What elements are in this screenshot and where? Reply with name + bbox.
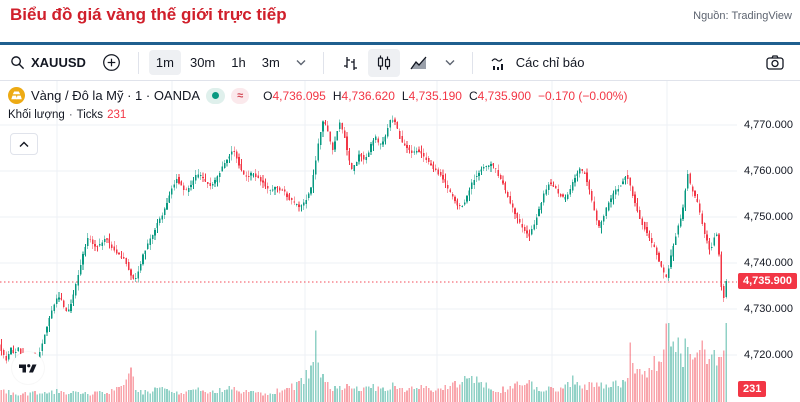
price-chart[interactable] xyxy=(0,81,737,402)
high-value: 4,736.620 xyxy=(341,88,395,103)
symbol-label: XAUUSD xyxy=(31,55,86,70)
interval-button-30m[interactable]: 30m xyxy=(183,50,222,75)
search-icon xyxy=(11,56,25,70)
price-tick-label: 4,750.000 xyxy=(744,211,793,223)
gold-coin-icon xyxy=(8,87,25,104)
open-value: 4,736.095 xyxy=(272,88,326,103)
toolbar-divider xyxy=(471,51,473,74)
price-tick-label: 4,760.000 xyxy=(744,165,793,177)
toolbar-divider xyxy=(137,51,139,74)
interval-button-1h[interactable]: 1h xyxy=(224,50,252,75)
close-value: 4,735.900 xyxy=(477,88,532,103)
change-value: −0.170 (−0.00%) xyxy=(538,88,628,103)
interval-button-3m[interactable]: 3m xyxy=(255,50,287,75)
screenshot-button[interactable] xyxy=(758,49,792,77)
ohlc-values: O4,736.095 H4,736.620 L4,735.190 C4,735.… xyxy=(263,88,628,103)
candles-style-button[interactable] xyxy=(367,48,400,77)
price-tick-label: 4,740.000 xyxy=(744,257,793,269)
market-status-pill[interactable] xyxy=(206,87,226,104)
interval-dropdown-button[interactable] xyxy=(289,54,313,71)
indicators-icon xyxy=(491,57,503,70)
last-price-badge: 4,735.900 xyxy=(738,273,797,290)
chevron-down-icon xyxy=(296,60,306,66)
pane-collapse-button[interactable] xyxy=(10,133,38,155)
source-attribution: Nguồn: TradingView xyxy=(693,10,792,22)
volume-value: 231 xyxy=(107,109,127,121)
tick-volume-badge: 231 xyxy=(738,381,767,397)
page-header: Biểu đồ giá vàng thế giới trực tiếp Nguồ… xyxy=(0,0,800,42)
legend-symbol-title[interactable]: Vàng / Đô la Mỹ · 1 · OANDA xyxy=(31,88,201,103)
camera-icon xyxy=(766,54,784,70)
price-tick-label: 4,770.000 xyxy=(744,119,793,131)
indicators-label: Các chỉ báo xyxy=(515,55,585,70)
symbol-search-button[interactable]: XAUUSD xyxy=(8,50,93,75)
chevron-up-icon xyxy=(19,141,29,147)
price-axis[interactable]: 4,735.900 231 4,770.000 4,760.000 4,750.00… xyxy=(737,81,800,402)
area-style-button[interactable] xyxy=(402,49,436,77)
chart-toolbar: XAUUSD 1m 30m 1h 3m xyxy=(0,45,800,81)
market-open-dot-icon xyxy=(212,92,220,99)
interval-button-1m[interactable]: 1m xyxy=(148,50,181,75)
interval-group: 1m 30m 1h 3m xyxy=(148,50,287,75)
chevron-down-icon xyxy=(445,60,455,66)
volume-type-label: Ticks xyxy=(76,109,104,121)
chart-legend: Vàng / Đô la Mỹ · 1 · OANDA ≈ O4,736.095… xyxy=(8,87,627,121)
compare-add-button[interactable] xyxy=(95,48,128,77)
widget-top-border xyxy=(0,42,800,45)
tradingview-widget: XAUUSD 1m 30m 1h 3m xyxy=(0,42,800,402)
tradingview-logo[interactable] xyxy=(12,352,44,384)
bars-style-button[interactable] xyxy=(334,49,366,77)
price-tick-label: 4,720.000 xyxy=(744,349,793,361)
low-value: 4,735.190 xyxy=(408,88,462,103)
style-dropdown-button[interactable] xyxy=(438,54,462,71)
indicators-button[interactable]: Các chỉ báo xyxy=(483,49,592,77)
toolbar-divider xyxy=(322,51,324,74)
chart-area: Vàng / Đô la Mỹ · 1 · OANDA ≈ O4,736.095… xyxy=(0,81,800,402)
price-tick-label: 4,730.000 xyxy=(744,303,793,315)
area-chart-icon xyxy=(410,56,427,69)
page-title: Biểu đồ giá vàng thế giới trực tiếp xyxy=(10,5,287,24)
plus-circle-icon xyxy=(102,54,120,71)
candles-chart-icon xyxy=(377,55,390,70)
bars-chart-icon xyxy=(343,56,357,70)
volume-legend-row: Khối lượng · Ticks 231 xyxy=(8,109,127,121)
volume-label[interactable]: Khối lượng xyxy=(8,109,65,121)
approx-price-pill[interactable]: ≈ xyxy=(231,87,250,104)
